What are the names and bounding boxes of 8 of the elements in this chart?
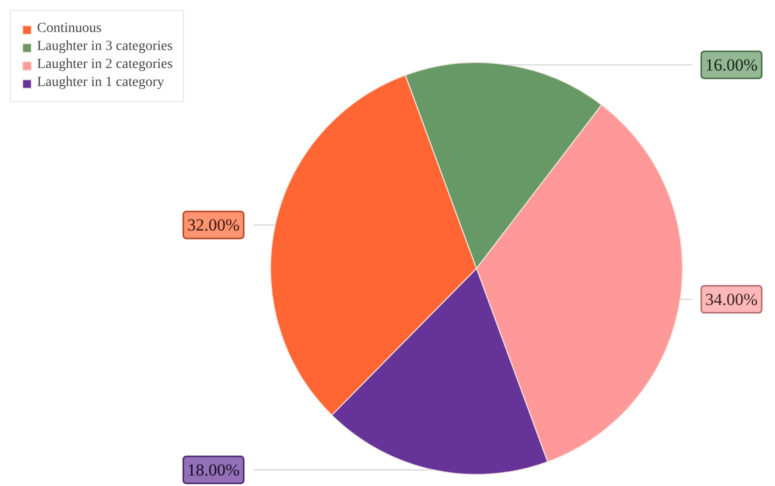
legend-label: Laughter in 1 category (37, 75, 164, 91)
legend-label: Continuous (37, 21, 102, 37)
data-label: 32.00% (187, 215, 240, 234)
data-label: 34.00% (705, 290, 758, 309)
legend-label: Laughter in 3 categories (37, 39, 173, 55)
data-label: 18.00% (187, 460, 240, 480)
legend-label: Laughter in 2 categories (37, 57, 173, 73)
data-label: 16.00% (705, 55, 758, 74)
